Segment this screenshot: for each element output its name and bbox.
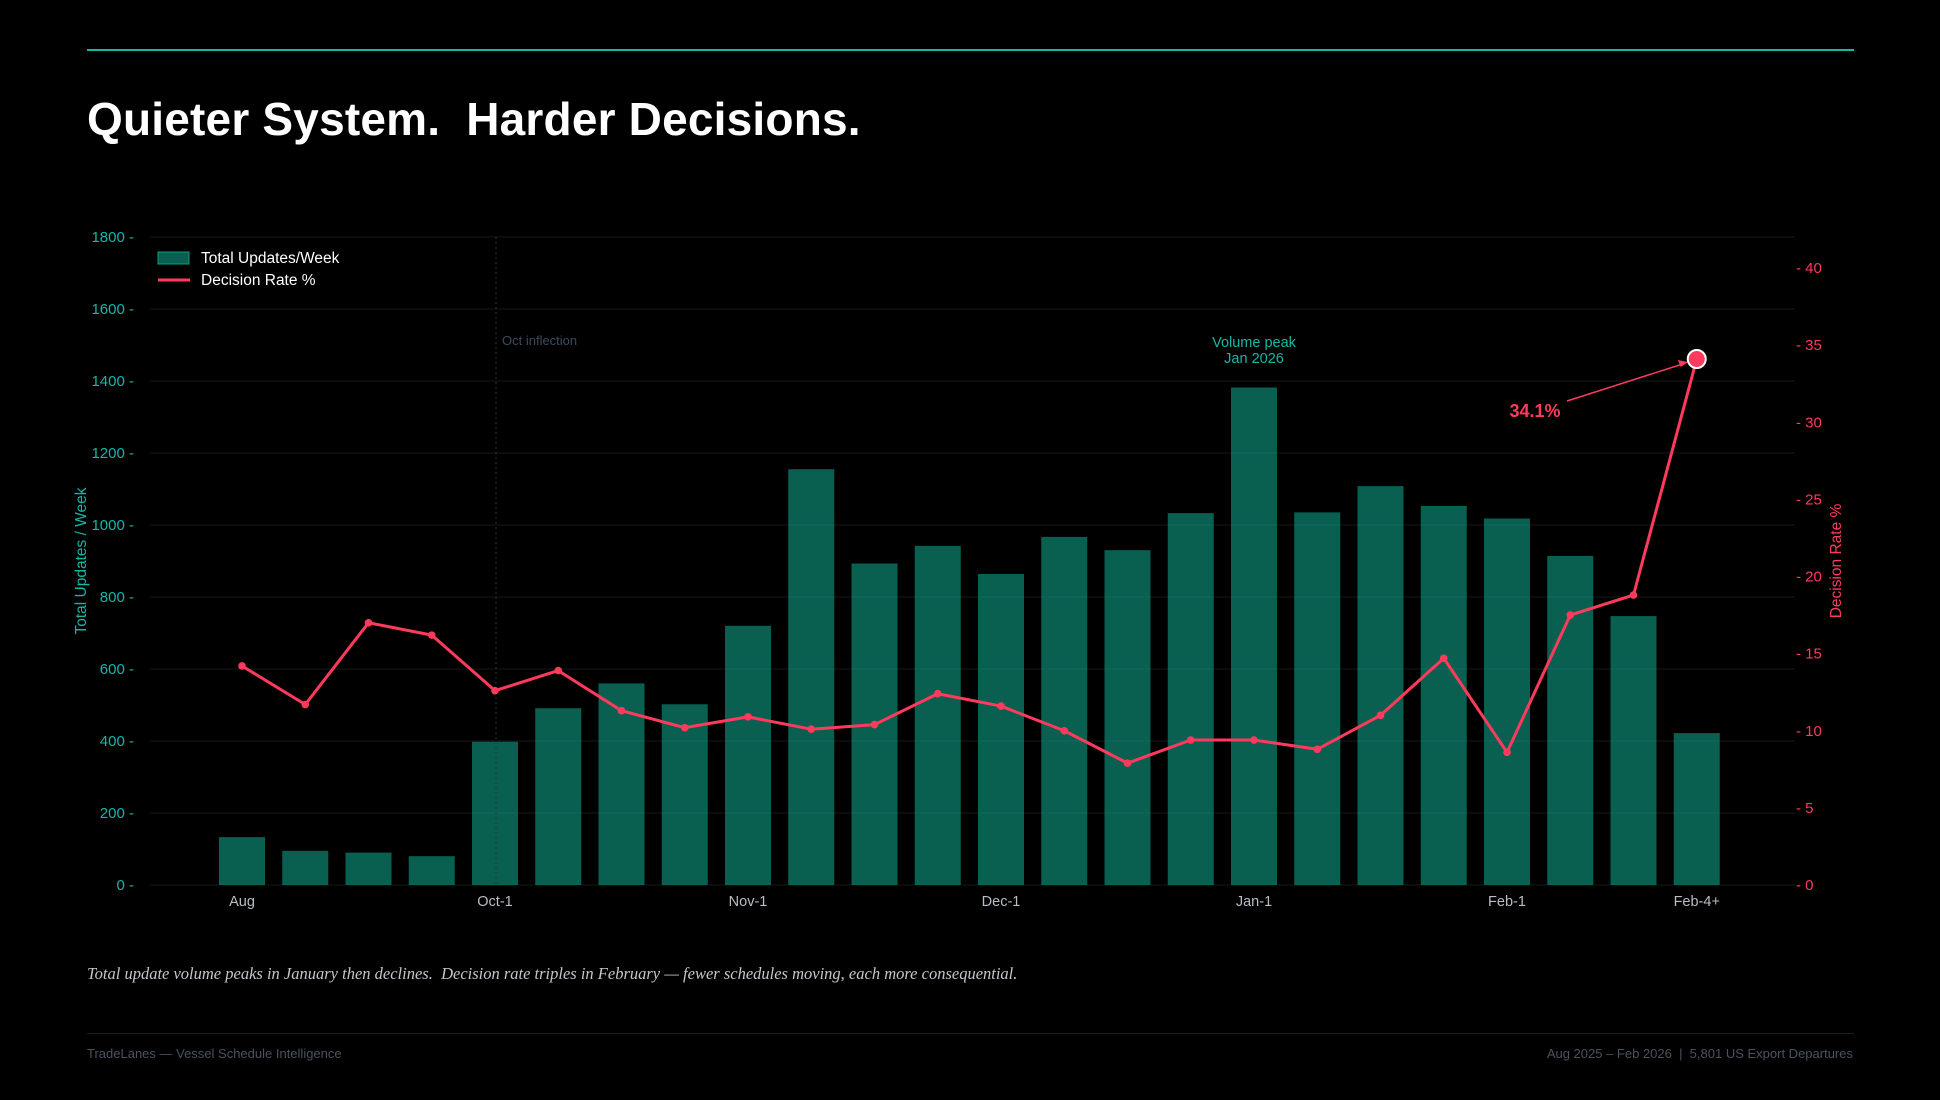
axes: 0 - 200 - 400 - 600 - 800 - 1000 - 1200 - 1400 … (73, 229, 1845, 910)
x-tick-label: Dec-1 (982, 894, 1021, 910)
chart-caption: Total update volume peaks in January the… (87, 964, 1018, 983)
top-accent-rule (87, 49, 1854, 51)
line-point (1060, 726, 1069, 735)
volume-peak-label-line1: Volume peak (1212, 335, 1297, 351)
highlighted-point (1686, 349, 1707, 370)
bar (345, 852, 392, 885)
line-point (680, 723, 689, 732)
bar (1167, 513, 1214, 885)
page-title: Quieter System. Harder Decisions. (87, 93, 861, 145)
line-series (238, 358, 1699, 767)
y-right-tick-label: - 20 (1796, 569, 1822, 586)
bar-series (219, 387, 1720, 885)
bar (1610, 616, 1657, 885)
bar (1673, 733, 1720, 885)
x-tick-label: Oct-1 (477, 894, 512, 910)
bar (978, 573, 1024, 885)
bar (535, 708, 582, 885)
legend-bar-swatch (157, 251, 190, 265)
footer-range: Aug 2025 – Feb 2026 | 5,801 US Export De… (1546, 1046, 1853, 1061)
line-point (1123, 759, 1132, 767)
bar (598, 683, 645, 885)
line-point (1250, 736, 1258, 744)
line-point (238, 662, 246, 670)
bar (408, 856, 455, 885)
y-left-tick-label: 1800 - (91, 229, 134, 246)
bar (472, 741, 518, 885)
line-point (870, 720, 879, 729)
line-point (1629, 591, 1638, 599)
bar (1294, 512, 1341, 885)
bar (914, 545, 961, 885)
y-left-tick-label: 0 - (116, 877, 134, 894)
line-point (554, 666, 563, 675)
y-right-tick-label: - 10 (1796, 723, 1822, 740)
line-point (1186, 736, 1195, 744)
bar (1357, 486, 1404, 885)
y-right-tick-label: - 5 (1796, 800, 1814, 817)
y-left-tick-label: 1200 - (91, 445, 134, 462)
bar (1547, 555, 1594, 885)
line-point (491, 686, 499, 695)
x-tick-label: Aug (229, 894, 255, 910)
x-tick-label: Jan-1 (1236, 894, 1272, 910)
callout-arrow-line (1566, 362, 1686, 402)
line-point (997, 702, 1005, 710)
bar (788, 469, 835, 885)
bar (725, 625, 771, 885)
bar (1484, 518, 1530, 885)
y-right-tick-label: - 30 (1796, 414, 1822, 431)
y-left-tick-label: 200 - (100, 805, 134, 822)
y-left-tick-label: 1400 - (91, 373, 134, 390)
x-tick-label: Nov-1 (729, 894, 768, 910)
y-right-tick-label: - 40 (1796, 260, 1822, 277)
line-point (1439, 654, 1448, 663)
y-left-tick-label: 1600 - (91, 301, 134, 318)
annotation-overlay: 34.1% (1509, 349, 1707, 421)
y-right-axis-title: Decision Rate % (1828, 503, 1845, 618)
y-left-tick-label: 1000 - (91, 517, 134, 534)
line-point (1313, 745, 1322, 754)
callout-arrow-head (1677, 360, 1688, 368)
y-right-tick-label: - 15 (1796, 646, 1822, 663)
line-point (807, 725, 816, 734)
line-point (617, 706, 626, 715)
y-left-tick-label: 400 - (100, 733, 134, 750)
bar (661, 704, 708, 885)
bar (1420, 505, 1467, 885)
line-point (1503, 748, 1511, 757)
line-point (1376, 711, 1385, 720)
y-right-tick-label: - 35 (1796, 337, 1822, 354)
bar (1041, 536, 1088, 885)
bar (219, 837, 265, 885)
y-left-tick-label: 800 - (100, 589, 134, 606)
bar (1104, 550, 1151, 885)
line-point (933, 689, 942, 698)
bar (1231, 387, 1277, 885)
line-point (744, 713, 752, 721)
y-right-tick-label: - 25 (1796, 491, 1822, 508)
footer-divider (87, 1033, 1854, 1034)
line-point (427, 631, 436, 639)
legend-line-label: Decision Rate % (201, 272, 316, 289)
y-left-axis-title: Total Updates / Week (73, 487, 90, 634)
volume-peak-label-line2: Jan 2026 (1224, 351, 1284, 367)
footer-brand: TradeLanes — Vessel Schedule Intelligenc… (87, 1046, 342, 1061)
legend: Total Updates/Week Decision Rate % (157, 250, 340, 289)
line-point (1566, 611, 1575, 619)
x-tick-label: Feb-4+ (1674, 894, 1720, 910)
line-point (301, 700, 310, 709)
decision-rate-line (241, 358, 1699, 765)
bar (282, 850, 329, 885)
oct-inflection-label: Oct inflection (502, 333, 577, 348)
legend-bar-label: Total Updates/Week (201, 250, 340, 267)
line-point (364, 618, 373, 627)
y-left-tick-label: 600 - (100, 661, 134, 678)
callout-value-label: 34.1% (1509, 401, 1560, 421)
x-tick-label: Feb-1 (1488, 894, 1526, 910)
y-right-tick-label: - 0 (1796, 877, 1814, 894)
